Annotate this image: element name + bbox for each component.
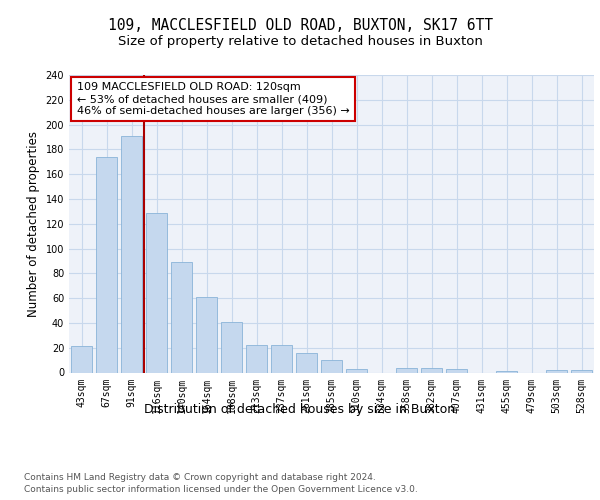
Bar [246, 345, 267, 372]
Text: Contains public sector information licensed under the Open Government Licence v3: Contains public sector information licen… [24, 485, 418, 494]
Bar [346, 369, 367, 372]
Bar [321, 360, 342, 372]
Bar [71, 346, 92, 372]
Text: 109 MACCLESFIELD OLD ROAD: 120sqm
← 53% of detached houses are smaller (409)
46%: 109 MACCLESFIELD OLD ROAD: 120sqm ← 53% … [77, 82, 350, 116]
Bar [446, 369, 467, 372]
Bar [421, 368, 442, 372]
Bar [271, 345, 292, 372]
Y-axis label: Number of detached properties: Number of detached properties [27, 130, 40, 317]
Bar [221, 322, 242, 372]
Bar [121, 136, 142, 372]
Text: Contains HM Land Registry data © Crown copyright and database right 2024.: Contains HM Land Registry data © Crown c… [24, 472, 376, 482]
Bar [296, 352, 317, 372]
Text: 109, MACCLESFIELD OLD ROAD, BUXTON, SK17 6TT: 109, MACCLESFIELD OLD ROAD, BUXTON, SK17… [107, 18, 493, 32]
Text: Size of property relative to detached houses in Buxton: Size of property relative to detached ho… [118, 35, 482, 48]
Bar [146, 212, 167, 372]
Bar [571, 370, 592, 372]
Text: Distribution of detached houses by size in Buxton: Distribution of detached houses by size … [145, 402, 455, 415]
Bar [196, 297, 217, 372]
Bar [171, 262, 192, 372]
Bar [96, 157, 117, 372]
Bar [396, 368, 417, 372]
Bar [546, 370, 567, 372]
